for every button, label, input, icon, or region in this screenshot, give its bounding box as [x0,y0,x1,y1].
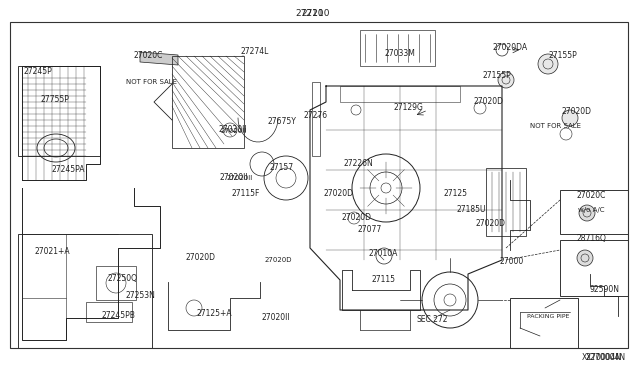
Text: 27020D: 27020D [475,219,505,228]
Text: 27020II: 27020II [220,173,248,183]
Text: 27020D: 27020D [473,97,503,106]
Bar [312,82,320,156]
Polygon shape [140,52,178,65]
Text: 27020II: 27020II [262,314,291,323]
Text: 27077: 27077 [358,225,382,234]
Text: 27755P: 27755P [40,96,69,105]
Text: 27157: 27157 [270,164,294,173]
Text: NOT FOR SALE: NOT FOR SALE [529,123,580,129]
Text: 28716Q: 28716Q [576,234,606,243]
Text: 27020D: 27020D [264,257,292,263]
Text: 27020C: 27020C [576,192,605,201]
Text: 92590N: 92590N [589,285,619,295]
Text: NOT FOR SALE: NOT FOR SALE [127,79,177,85]
Bar [360,30,435,66]
Circle shape [562,110,578,126]
Bar [510,298,578,348]
Text: 27155P: 27155P [548,51,577,61]
Text: 27020C: 27020C [133,51,163,61]
Text: 27020II: 27020II [221,128,247,134]
Text: 27274L: 27274L [241,48,269,57]
Text: 27245PB: 27245PB [101,311,135,321]
Circle shape [579,205,595,221]
Bar [18,234,152,348]
Bar [18,66,100,156]
Text: 27245PA: 27245PA [51,166,84,174]
Bar [560,240,628,296]
Text: 27115F: 27115F [232,189,260,198]
Text: 27210: 27210 [301,9,330,17]
Text: X270004N: X270004N [586,353,626,362]
Bar [96,266,136,300]
Text: 27033M: 27033M [385,49,415,58]
Text: 27129G: 27129G [393,103,423,112]
Text: 27185U: 27185U [456,205,486,215]
Text: SEC.272: SEC.272 [416,315,448,324]
Text: 27253N: 27253N [125,292,155,301]
Text: 27250Q: 27250Q [107,273,137,282]
Text: X270004N: X270004N [582,353,622,362]
Text: 27115: 27115 [371,276,395,285]
Bar [172,56,244,148]
Text: 27021+A: 27021+A [34,247,70,257]
Text: 27020DA: 27020DA [492,44,527,52]
Text: w/o A/C: w/o A/C [578,207,604,213]
Text: 27125: 27125 [444,189,468,198]
Bar [86,302,132,322]
Text: 27675Y: 27675Y [268,118,296,126]
Bar [10,22,628,348]
Text: 27020D: 27020D [185,253,215,263]
Text: 27020II: 27020II [219,125,247,135]
Text: 27020D: 27020D [323,189,353,199]
Text: 27276: 27276 [304,110,328,119]
Bar [486,168,526,236]
Text: 27020II: 27020II [227,175,253,181]
Text: 27226N: 27226N [343,158,373,167]
Circle shape [498,72,514,88]
Text: 27125+A: 27125+A [196,310,232,318]
Text: 27020D: 27020D [561,108,591,116]
Text: 27020D: 27020D [341,214,371,222]
Bar [560,190,628,234]
Text: 27210: 27210 [296,10,324,19]
Circle shape [538,54,558,74]
Bar [340,86,460,102]
Text: 27010A: 27010A [368,248,397,257]
Text: 27000: 27000 [500,257,524,266]
Text: 27245P: 27245P [24,67,52,77]
Text: PACKING PIPE: PACKING PIPE [527,314,569,318]
Circle shape [577,250,593,266]
Text: 27155P: 27155P [483,71,511,80]
